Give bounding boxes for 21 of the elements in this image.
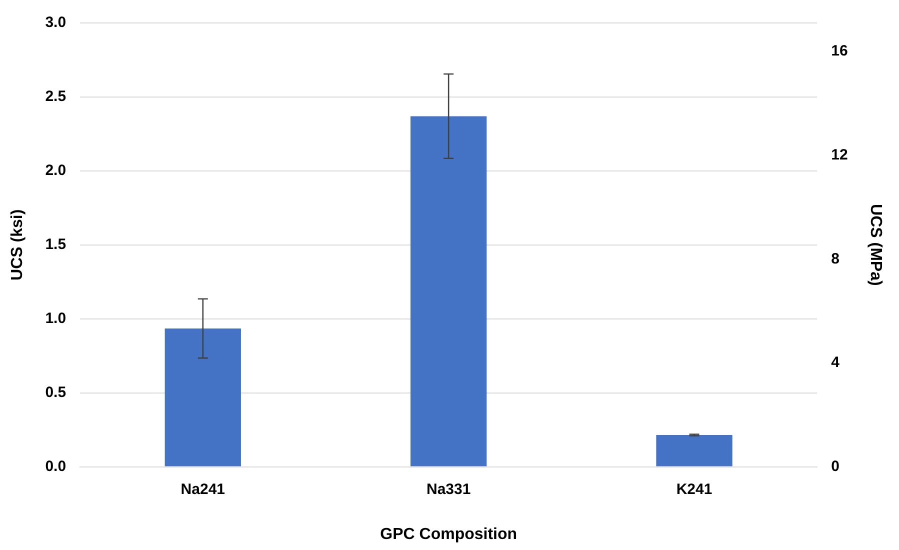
y2-tick-label: 8	[831, 250, 840, 268]
y-axis-title: UCS (ksi)	[9, 209, 26, 280]
bar	[164, 328, 241, 466]
y-tick-label: 1.0	[45, 310, 66, 328]
y2-tick-label: 12	[831, 146, 848, 164]
y-tick-label: 0.0	[45, 458, 66, 475]
y2-tick-label: 16	[831, 42, 848, 60]
x-tick-label: Na331	[426, 480, 471, 498]
y-tick-label: 0.5	[45, 384, 66, 401]
y-tick-label: 2.0	[45, 162, 66, 180]
y2-tick-label: 0	[831, 458, 840, 475]
bar	[656, 434, 732, 466]
y-tick-label: 2.5	[45, 88, 66, 106]
x-axis-title: GPC Composition	[380, 526, 518, 543]
y2-axis-title: UCS (MPa)	[866, 204, 884, 286]
y2-tick-label: 4	[831, 354, 840, 372]
x-tick-label: K241	[676, 480, 712, 498]
bar	[410, 116, 487, 466]
y-tick-label: 3.0	[45, 14, 66, 32]
x-tick-label: Na241	[180, 480, 225, 498]
y-tick-label: 1.5	[45, 236, 66, 254]
